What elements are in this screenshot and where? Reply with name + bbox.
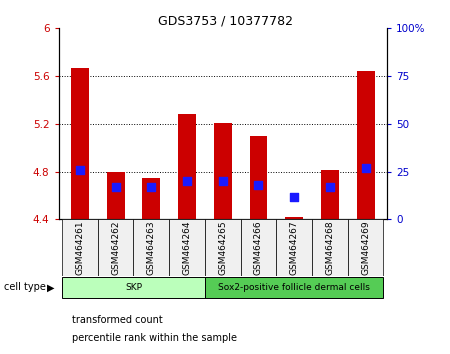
Bar [321,171,339,219]
Bar [276,219,312,276]
Point [255,182,262,188]
Text: GSM464263: GSM464263 [147,221,156,275]
Bar [98,219,134,276]
Point [112,184,119,190]
Point [148,184,155,190]
Bar [250,136,267,219]
Bar [285,217,303,219]
Bar [107,172,125,219]
Text: GSM464265: GSM464265 [218,221,227,275]
Text: GSM464267: GSM464267 [290,221,299,275]
Text: GDS3753 / 10377782: GDS3753 / 10377782 [158,14,292,27]
Bar [241,219,276,276]
Bar [205,277,383,298]
Text: GSM464262: GSM464262 [111,221,120,275]
Text: GSM464264: GSM464264 [183,221,192,275]
Text: cell type: cell type [4,282,46,292]
Text: transformed count: transformed count [72,315,163,325]
Bar [142,178,160,219]
Text: GSM464261: GSM464261 [76,221,85,275]
Bar [62,277,205,298]
Point [326,184,333,190]
Text: Sox2-positive follicle dermal cells: Sox2-positive follicle dermal cells [218,283,370,292]
Text: GSM464268: GSM464268 [325,221,334,275]
Point [219,178,226,184]
Bar [214,123,232,219]
Bar [178,114,196,219]
Text: ▶: ▶ [47,282,55,292]
Point [291,194,298,199]
Point [184,178,191,184]
Bar [62,219,98,276]
Text: SKP: SKP [125,283,142,292]
Text: GSM464269: GSM464269 [361,221,370,275]
Bar [169,219,205,276]
Bar [348,219,383,276]
Text: GSM464266: GSM464266 [254,221,263,275]
Bar [71,68,89,219]
Bar [312,219,348,276]
Bar [134,219,169,276]
Point [76,167,84,173]
Point [362,165,369,171]
Text: percentile rank within the sample: percentile rank within the sample [72,333,237,343]
Bar [357,72,374,219]
Bar [205,219,241,276]
